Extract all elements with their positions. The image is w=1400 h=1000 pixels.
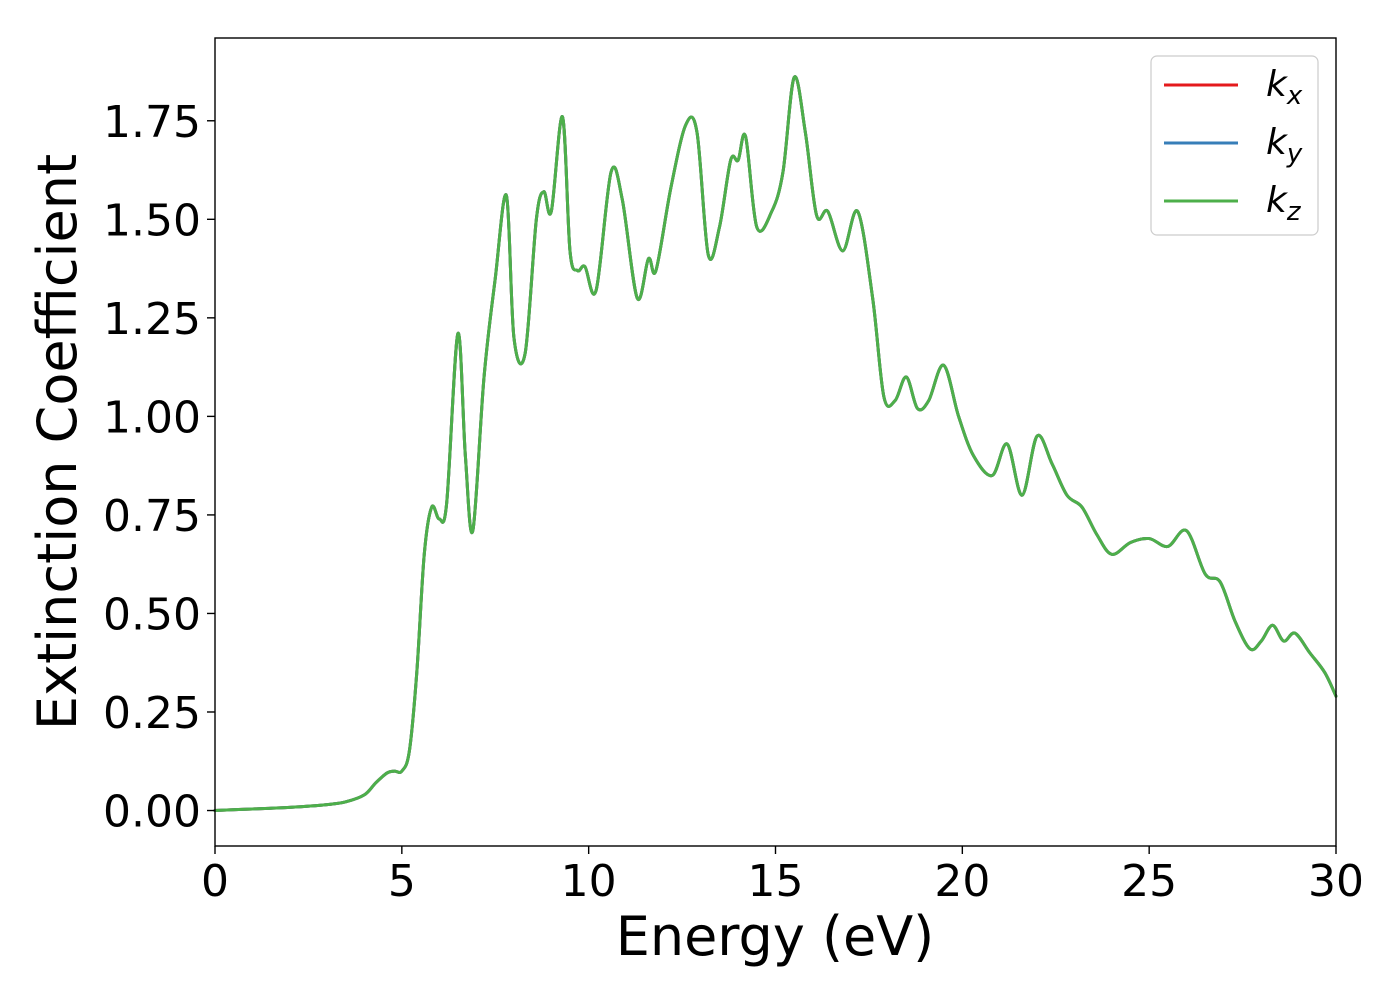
y-tick-label: 0.00	[103, 787, 201, 838]
x-axis-ticks: 0 5 10 15 20 25 30	[201, 846, 1364, 907]
y-tick-label: 0.25	[103, 688, 201, 739]
legend-box	[1150, 55, 1319, 236]
x-tick-label: 10	[561, 856, 617, 907]
x-tick-label: 5	[388, 856, 416, 907]
y-axis-title: Extinction Coefficient	[26, 154, 89, 730]
legend-label-kx: kx	[1266, 64, 1303, 111]
y-tick-label: 1.25	[103, 294, 201, 345]
legend: kx ky kz	[1150, 55, 1319, 236]
x-axis-title: Energy (eV)	[616, 905, 935, 968]
y-tick-label: 1.50	[103, 195, 201, 246]
x-tick-label: 0	[201, 856, 229, 907]
y-tick-label: 0.75	[103, 491, 201, 542]
series-line-kz	[213, 75, 1338, 813]
y-axis-ticks: 0.00 0.25 0.50 0.75 1.00 1.25 1.50 1.75	[103, 97, 215, 838]
y-tick-label: 0.50	[103, 589, 201, 640]
x-tick-label: 25	[1121, 856, 1177, 907]
y-tick-label: 1.00	[103, 392, 201, 443]
y-tick-label: 1.75	[103, 97, 201, 148]
x-tick-label: 15	[748, 856, 804, 907]
x-tick-label: 20	[934, 856, 990, 907]
x-tick-label: 30	[1308, 856, 1364, 907]
series-layer	[213, 75, 1338, 813]
legend-label-ky: ky	[1266, 122, 1303, 169]
legend-label-kz: kz	[1266, 180, 1302, 227]
